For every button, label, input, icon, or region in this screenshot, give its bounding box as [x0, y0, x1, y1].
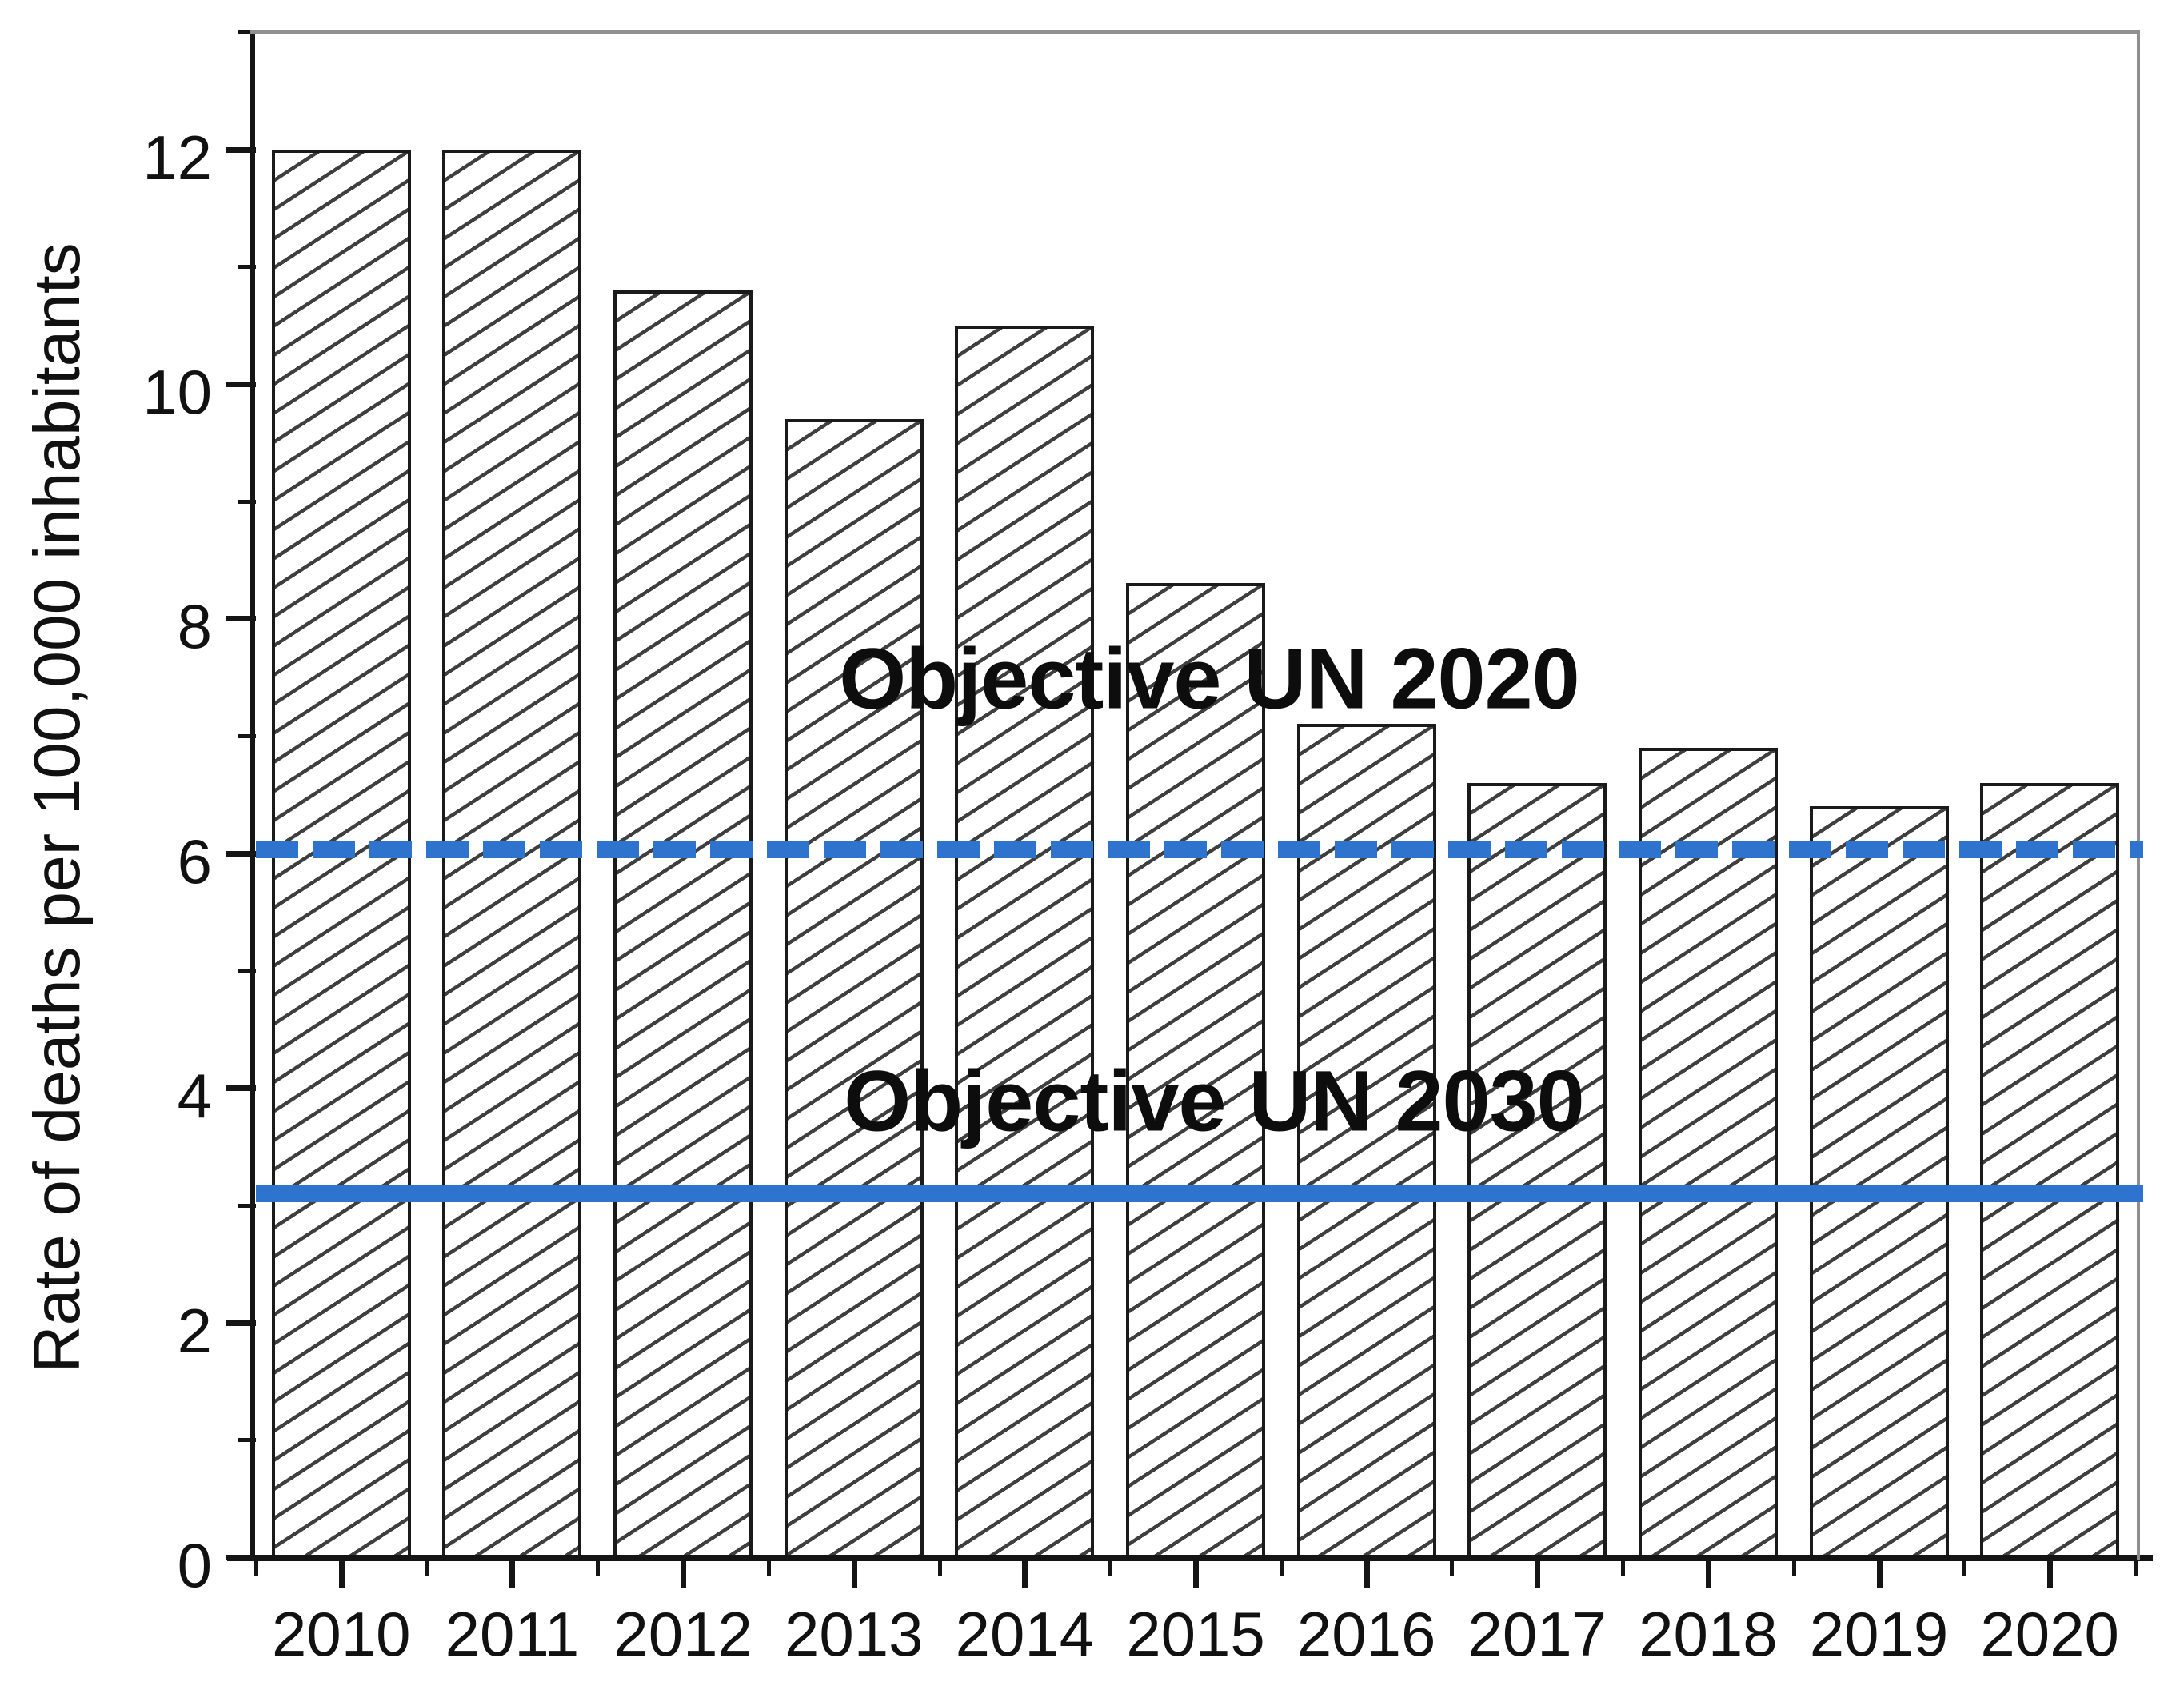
x-tick-minor-7 [1450, 1559, 1455, 1576]
y-tick-major-10 [226, 382, 256, 388]
y-tick-label-8: 8 [177, 591, 212, 662]
bar-2013 [784, 419, 924, 1559]
y-axis-line [250, 30, 255, 1560]
y-tick-major-6 [226, 850, 256, 857]
x-tick-major-2012 [681, 1559, 687, 1588]
x-tick-major-2011 [509, 1559, 516, 1588]
x-tick-minor-6 [1279, 1559, 1284, 1576]
reference-line-un-2020 [256, 841, 2143, 859]
y-tick-minor-7 [238, 734, 256, 739]
y-tick-minor-1 [238, 1438, 256, 1443]
x-tick-label-2012: 2012 [613, 1599, 753, 1669]
x-tick-major-2014 [1022, 1559, 1028, 1588]
x-tick-label-2015: 2015 [1126, 1599, 1265, 1669]
y-tick-minor-13 [238, 30, 256, 34]
x-tick-label-2019: 2019 [1809, 1599, 1949, 1669]
x-tick-major-2019 [1876, 1559, 1883, 1588]
x-tick-label-2018: 2018 [1639, 1599, 1778, 1669]
x-tick-major-2020 [2047, 1559, 2054, 1588]
y-tick-label-12: 12 [142, 122, 212, 193]
x-tick-major-2010 [338, 1559, 345, 1588]
bar-2016 [1296, 724, 1436, 1559]
x-tick-minor-11 [2134, 1559, 2138, 1576]
x-tick-label-2014: 2014 [955, 1599, 1095, 1669]
x-tick-label-2016: 2016 [1296, 1599, 1436, 1669]
x-tick-minor-0 [254, 1559, 258, 1576]
x-tick-major-2015 [1193, 1559, 1199, 1588]
y-tick-major-2 [226, 1320, 256, 1326]
x-tick-minor-8 [1621, 1559, 1626, 1576]
x-axis-line [227, 1555, 2153, 1561]
x-tick-minor-3 [766, 1559, 771, 1576]
x-tick-label-2010: 2010 [272, 1599, 411, 1669]
x-tick-minor-4 [937, 1559, 942, 1576]
plot-frame-right [2137, 30, 2140, 1560]
y-tick-major-8 [226, 616, 256, 622]
annotation-objective-un-2030: Objective UN 2030 [844, 1052, 1584, 1149]
y-tick-minor-5 [238, 969, 256, 973]
bar-2015 [1126, 583, 1265, 1559]
x-tick-label-2020: 2020 [1980, 1599, 2119, 1669]
x-tick-label-2017: 2017 [1467, 1599, 1607, 1669]
x-tick-minor-5 [1108, 1559, 1113, 1576]
bar-2014 [955, 325, 1095, 1559]
bar-2017 [1467, 782, 1607, 1559]
x-tick-major-2016 [1364, 1559, 1370, 1588]
y-tick-label-0: 0 [177, 1530, 212, 1600]
y-tick-label-10: 10 [142, 357, 212, 428]
bar-2020 [1980, 782, 2120, 1559]
x-tick-label-2013: 2013 [784, 1599, 924, 1669]
plot-frame-top [250, 30, 2140, 34]
x-tick-major-2018 [1705, 1559, 1711, 1588]
x-tick-minor-1 [425, 1559, 429, 1576]
y-tick-minor-3 [238, 1203, 256, 1208]
x-tick-minor-10 [1962, 1559, 1967, 1576]
reference-line-un-2030 [256, 1185, 2143, 1203]
bar-2019 [1809, 806, 1949, 1559]
y-tick-minor-9 [238, 499, 256, 504]
bar-2018 [1638, 747, 1778, 1559]
y-tick-major-4 [226, 1085, 256, 1092]
y-tick-label-6: 6 [177, 825, 212, 897]
y-tick-major-12 [226, 146, 256, 153]
y-tick-label-2: 2 [177, 1295, 212, 1366]
x-tick-minor-2 [596, 1559, 601, 1576]
y-tick-label-4: 4 [177, 1061, 212, 1132]
annotation-objective-un-2020: Objective UN 2020 [839, 629, 1579, 727]
x-tick-major-2017 [1535, 1559, 1541, 1588]
bar-2012 [613, 290, 753, 1559]
x-tick-major-2013 [851, 1559, 857, 1588]
y-tick-minor-11 [238, 265, 256, 270]
x-tick-minor-9 [1791, 1559, 1796, 1576]
x-tick-label-2011: 2011 [445, 1599, 580, 1669]
